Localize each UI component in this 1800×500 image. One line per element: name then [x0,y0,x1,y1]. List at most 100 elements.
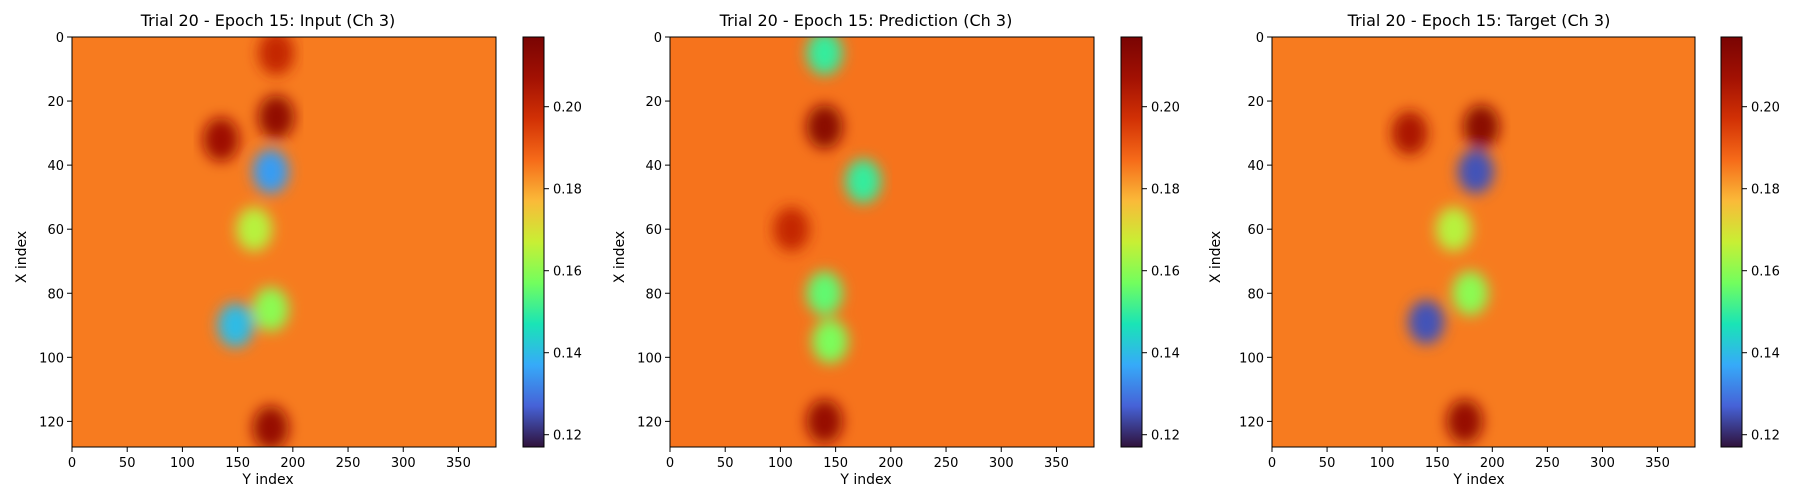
heatmap-background [670,37,1094,447]
y-tick-label: 120 [1239,415,1264,430]
heatmap-feature [845,159,882,204]
x-tick-label: 0 [666,456,674,471]
y-tick-label: 120 [637,415,662,430]
heatmap-image [670,37,1094,447]
colorbar-gradient [1720,36,1743,448]
y-tick-label: 80 [645,287,662,302]
colorbar-tick-label: 0.20 [553,101,582,116]
colorbar-tick-label: 0.20 [1151,101,1180,116]
colorbar-tick-label: 0.14 [553,347,582,362]
plot-frame [669,36,1095,448]
colorbar-gradient [1120,36,1143,448]
heatmap-feature [773,207,810,252]
y-tick-label: 0 [56,31,64,46]
heatmap-feature [203,117,240,162]
x-tick-label: 50 [119,456,136,471]
heatmap-feature [1446,399,1483,444]
x-tick-label: 100 [170,456,195,471]
colorbar-tick-label: 0.12 [553,429,582,444]
heatmap-feature [1463,104,1500,149]
y-tick-label: 120 [39,415,64,430]
heatmap-feature [1391,111,1428,156]
x-axis-label: Y index [241,472,293,488]
heatmap-feature [236,207,273,252]
x-tick-label: 300 [391,456,416,471]
y-tick-label: 0 [654,31,662,46]
x-tick-label: 300 [989,456,1014,471]
heatmap-feature [806,271,843,316]
y-tick-label: 20 [47,95,64,110]
colorbar-tick-label: 0.16 [1751,265,1780,280]
x-axis-label: Y index [839,472,891,488]
x-axis-label: Y index [1452,472,1504,488]
plot-frame [1271,36,1696,448]
y-tick-label: 40 [1247,159,1264,174]
x-tick-label: 50 [717,456,734,471]
y-tick-label: 20 [645,95,662,110]
colorbar-tick-label: 0.14 [1151,347,1180,362]
heatmap-image [72,37,496,447]
x-tick-label: 300 [1590,456,1615,471]
colorbar-tick-label: 0.14 [1751,347,1780,362]
y-tick-label: 20 [1247,95,1264,110]
heatmap-feature [258,37,295,76]
y-tick-label: 40 [645,159,662,174]
panel-target: Trial 20 - Epoch 15: Target (Ch 3) 0 50 10… [1208,11,1780,488]
y-tick-label: 100 [1239,351,1264,366]
x-tick-label: 200 [280,456,305,471]
x-tick-label: 250 [934,456,959,471]
y-tick-label: 0 [1256,31,1264,46]
x-tick-label: 250 [1535,456,1560,471]
heatmap-feature [806,399,843,444]
panel-title: Trial 20 - Epoch 15: Input (Ch 3) [140,11,396,30]
x-tick-label: 250 [336,456,361,471]
heatmap-feature [1435,207,1472,252]
colorbar-tick-label: 0.12 [1751,429,1780,444]
heatmap-feature [1408,300,1445,345]
x-tick-label: 200 [1480,456,1505,471]
heatmap-feature [1452,271,1489,316]
heatmap-feature [812,319,849,364]
heatmap-feature [258,95,295,140]
colorbar-tick-label: 0.18 [553,183,582,198]
panel-title: Trial 20 - Epoch 15: Target (Ch 3) [1347,11,1611,30]
x-tick-label: 50 [1319,456,1336,471]
y-tick-label: 40 [47,159,64,174]
heatmap-plot: 0 50 100 150 200 250 300 350 0 20 40 60 80 100 120 0.12… [1239,31,1780,471]
heatmap-feature [806,104,843,149]
colorbar-tick-label: 0.16 [1151,265,1180,280]
y-tick-label: 60 [47,223,64,238]
colorbar-tick-label: 0.18 [1151,183,1180,198]
x-tick-label: 100 [1370,456,1395,471]
y-axis-label: X index [1208,231,1224,283]
colorbar: 0.12 0.14 0.16 0.18 0.20 [1120,36,1180,448]
x-tick-label: 350 [1645,456,1670,471]
heatmap-background [1272,37,1695,447]
y-axis-label: X index [612,231,628,283]
x-tick-label: 150 [823,456,848,471]
heatmap-feature [252,149,289,194]
colorbar-tick-label: 0.18 [1751,183,1780,198]
y-tick-label: 80 [47,287,64,302]
heatmap-feature [217,303,254,348]
colorbar-gradient [522,36,545,448]
heatmap-image [1272,37,1695,447]
x-tick-label: 0 [68,456,76,471]
y-tick-label: 80 [1247,287,1264,302]
panel-prediction: Trial 20 - Epoch 15: Prediction (Ch 3) 0… [612,11,1180,488]
y-tick-label: 100 [637,351,662,366]
heatmap-feature [252,287,289,332]
colorbar-tick-label: 0.12 [1151,429,1180,444]
x-tick-label: 0 [1268,456,1276,471]
x-tick-label: 150 [1425,456,1450,471]
x-tick-label: 200 [878,456,903,471]
colorbar: 0.12 0.14 0.16 0.18 0.20 [1720,36,1780,448]
heatmap-plot: 0 50 100 150 200 250 300 350 0 20 40 60 80 100 120 0.12… [39,31,582,471]
x-tick-label: 350 [446,456,471,471]
heatmap-feature [252,405,289,447]
colorbar-tick-label: 0.20 [1751,101,1780,116]
x-tick-label: 350 [1044,456,1069,471]
y-axis-label: X index [14,231,30,283]
y-tick-label: 100 [39,351,64,366]
